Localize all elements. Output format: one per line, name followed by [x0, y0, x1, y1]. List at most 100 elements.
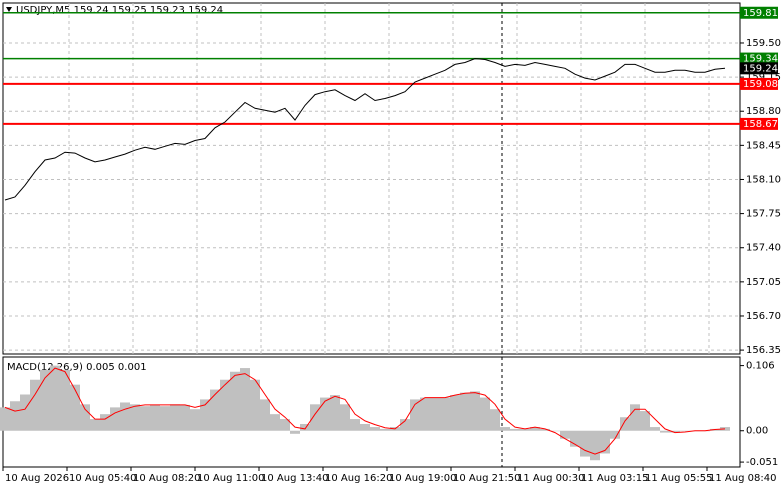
histogram-bar — [570, 430, 580, 447]
histogram-bar — [430, 397, 440, 431]
x-tick-label: 10 Aug 21:50 — [453, 473, 520, 484]
x-tick-label: 11 Aug 08:40 — [709, 473, 776, 484]
x-tick-label: 11 Aug 05:55 — [645, 473, 712, 484]
histogram-bar — [260, 399, 270, 431]
price-panel — [2, 2, 741, 355]
histogram-bar — [90, 419, 100, 431]
histogram-bar — [440, 397, 450, 431]
histogram-bar — [220, 379, 230, 431]
x-tick-label: 11 Aug 03:15 — [581, 473, 648, 484]
y-tick-label: 157.40 — [746, 243, 781, 254]
last-price-box — [740, 62, 778, 75]
histogram-bar — [190, 409, 200, 431]
histogram-bar — [280, 419, 290, 431]
histogram-bar — [70, 384, 80, 431]
histogram-bar — [350, 419, 360, 431]
y-tick-label: 0.106 — [746, 361, 775, 372]
histogram-bar — [540, 428, 550, 431]
histogram-bar — [720, 427, 730, 431]
x-tick-label: 10 Aug 19:00 — [389, 473, 456, 484]
histogram-bar — [460, 392, 470, 431]
y-tick-label: 158.45 — [746, 140, 781, 151]
histogram-bar — [320, 397, 330, 431]
histogram-bar — [120, 402, 130, 431]
x-tick-label: 10 Aug 11:00 — [197, 473, 264, 484]
histogram-bar — [40, 369, 50, 431]
histogram-bar — [300, 423, 310, 431]
histogram-bar — [370, 427, 380, 431]
histogram-bar — [400, 419, 410, 431]
histogram-bar — [150, 404, 160, 431]
histogram-bar — [20, 394, 30, 431]
histogram-bar — [330, 395, 340, 431]
y-tick-label: -0.051 — [746, 457, 778, 468]
histogram-bar — [580, 430, 590, 457]
histogram-bar — [380, 428, 390, 431]
y-tick-label: 156.35 — [746, 345, 781, 356]
level-label: 159.81 — [743, 8, 778, 19]
histogram-bar — [600, 430, 610, 454]
histogram-bar — [200, 399, 210, 431]
histogram-bar — [360, 423, 370, 431]
histogram-bar — [240, 368, 250, 431]
histogram-bar — [560, 430, 570, 439]
histogram-bar — [620, 417, 630, 431]
histogram-bar — [290, 430, 300, 434]
histogram-bar — [80, 404, 90, 431]
histogram-bar — [500, 427, 510, 431]
histogram-bar — [100, 414, 110, 431]
histogram-bar — [480, 397, 490, 431]
level-label: 159.08 — [743, 79, 778, 90]
histogram-bar — [420, 397, 430, 431]
y-tick-label: 159.50 — [746, 38, 781, 49]
histogram-bar — [670, 430, 680, 433]
level-label: 158.67 — [743, 119, 778, 130]
histogram-bar — [160, 406, 170, 431]
x-tick-label: 10 Aug 08:20 — [133, 473, 200, 484]
histogram-bar — [30, 379, 40, 431]
level-label-box — [740, 117, 778, 130]
level-label: 159.34 — [743, 54, 778, 65]
histogram-bar — [550, 430, 560, 432]
x-tick-label: 10 Aug 13:40 — [261, 473, 328, 484]
histogram-bar — [490, 409, 500, 431]
y-tick-label: 156.70 — [746, 311, 781, 322]
y-tick-label: 159.15 — [746, 72, 781, 83]
x-tick-label: 10 Aug 05:40 — [69, 473, 136, 484]
histogram-bar — [180, 404, 190, 431]
histogram-bar — [340, 404, 350, 431]
y-tick-label: 158.80 — [746, 106, 781, 117]
histogram-bar — [630, 404, 640, 431]
macd-title: MACD(12,26,9) 0.005 0.001 — [7, 362, 147, 373]
histogram-bar — [450, 395, 460, 431]
histogram-bar — [510, 428, 520, 431]
histogram-bar — [310, 404, 320, 431]
y-tick-label: 158.10 — [746, 174, 781, 185]
level-label-box — [740, 6, 778, 19]
histogram-bar — [650, 427, 660, 431]
histogram-bar — [470, 391, 480, 431]
histogram-bar — [660, 430, 670, 433]
y-tick-label: 157.05 — [746, 277, 781, 288]
histogram-bar — [10, 401, 20, 431]
histogram-bar — [680, 430, 690, 432]
x-tick-label: 11 Aug 00:30 — [517, 473, 584, 484]
histogram-bar — [410, 399, 420, 431]
level-label-box — [740, 52, 778, 65]
x-tick-label: 10 Aug 2026 — [5, 473, 69, 484]
chart-title: USDJPY,M5 159.24 159.25 159.23 159.24 — [16, 5, 223, 16]
histogram-bar — [640, 411, 650, 431]
histogram-bar — [60, 369, 70, 431]
price-line — [4, 58, 726, 201]
x-tick-label: 10 Aug 16:20 — [325, 473, 392, 484]
y-tick-label: 157.75 — [746, 209, 781, 220]
histogram-bar — [140, 406, 150, 431]
menu-icon — [6, 7, 12, 12]
y-tick-label: 0.00 — [746, 426, 768, 437]
histogram-bar — [110, 407, 120, 431]
histogram-bar — [530, 427, 540, 431]
histogram-bar — [250, 379, 260, 431]
histogram-bar — [0, 407, 10, 431]
